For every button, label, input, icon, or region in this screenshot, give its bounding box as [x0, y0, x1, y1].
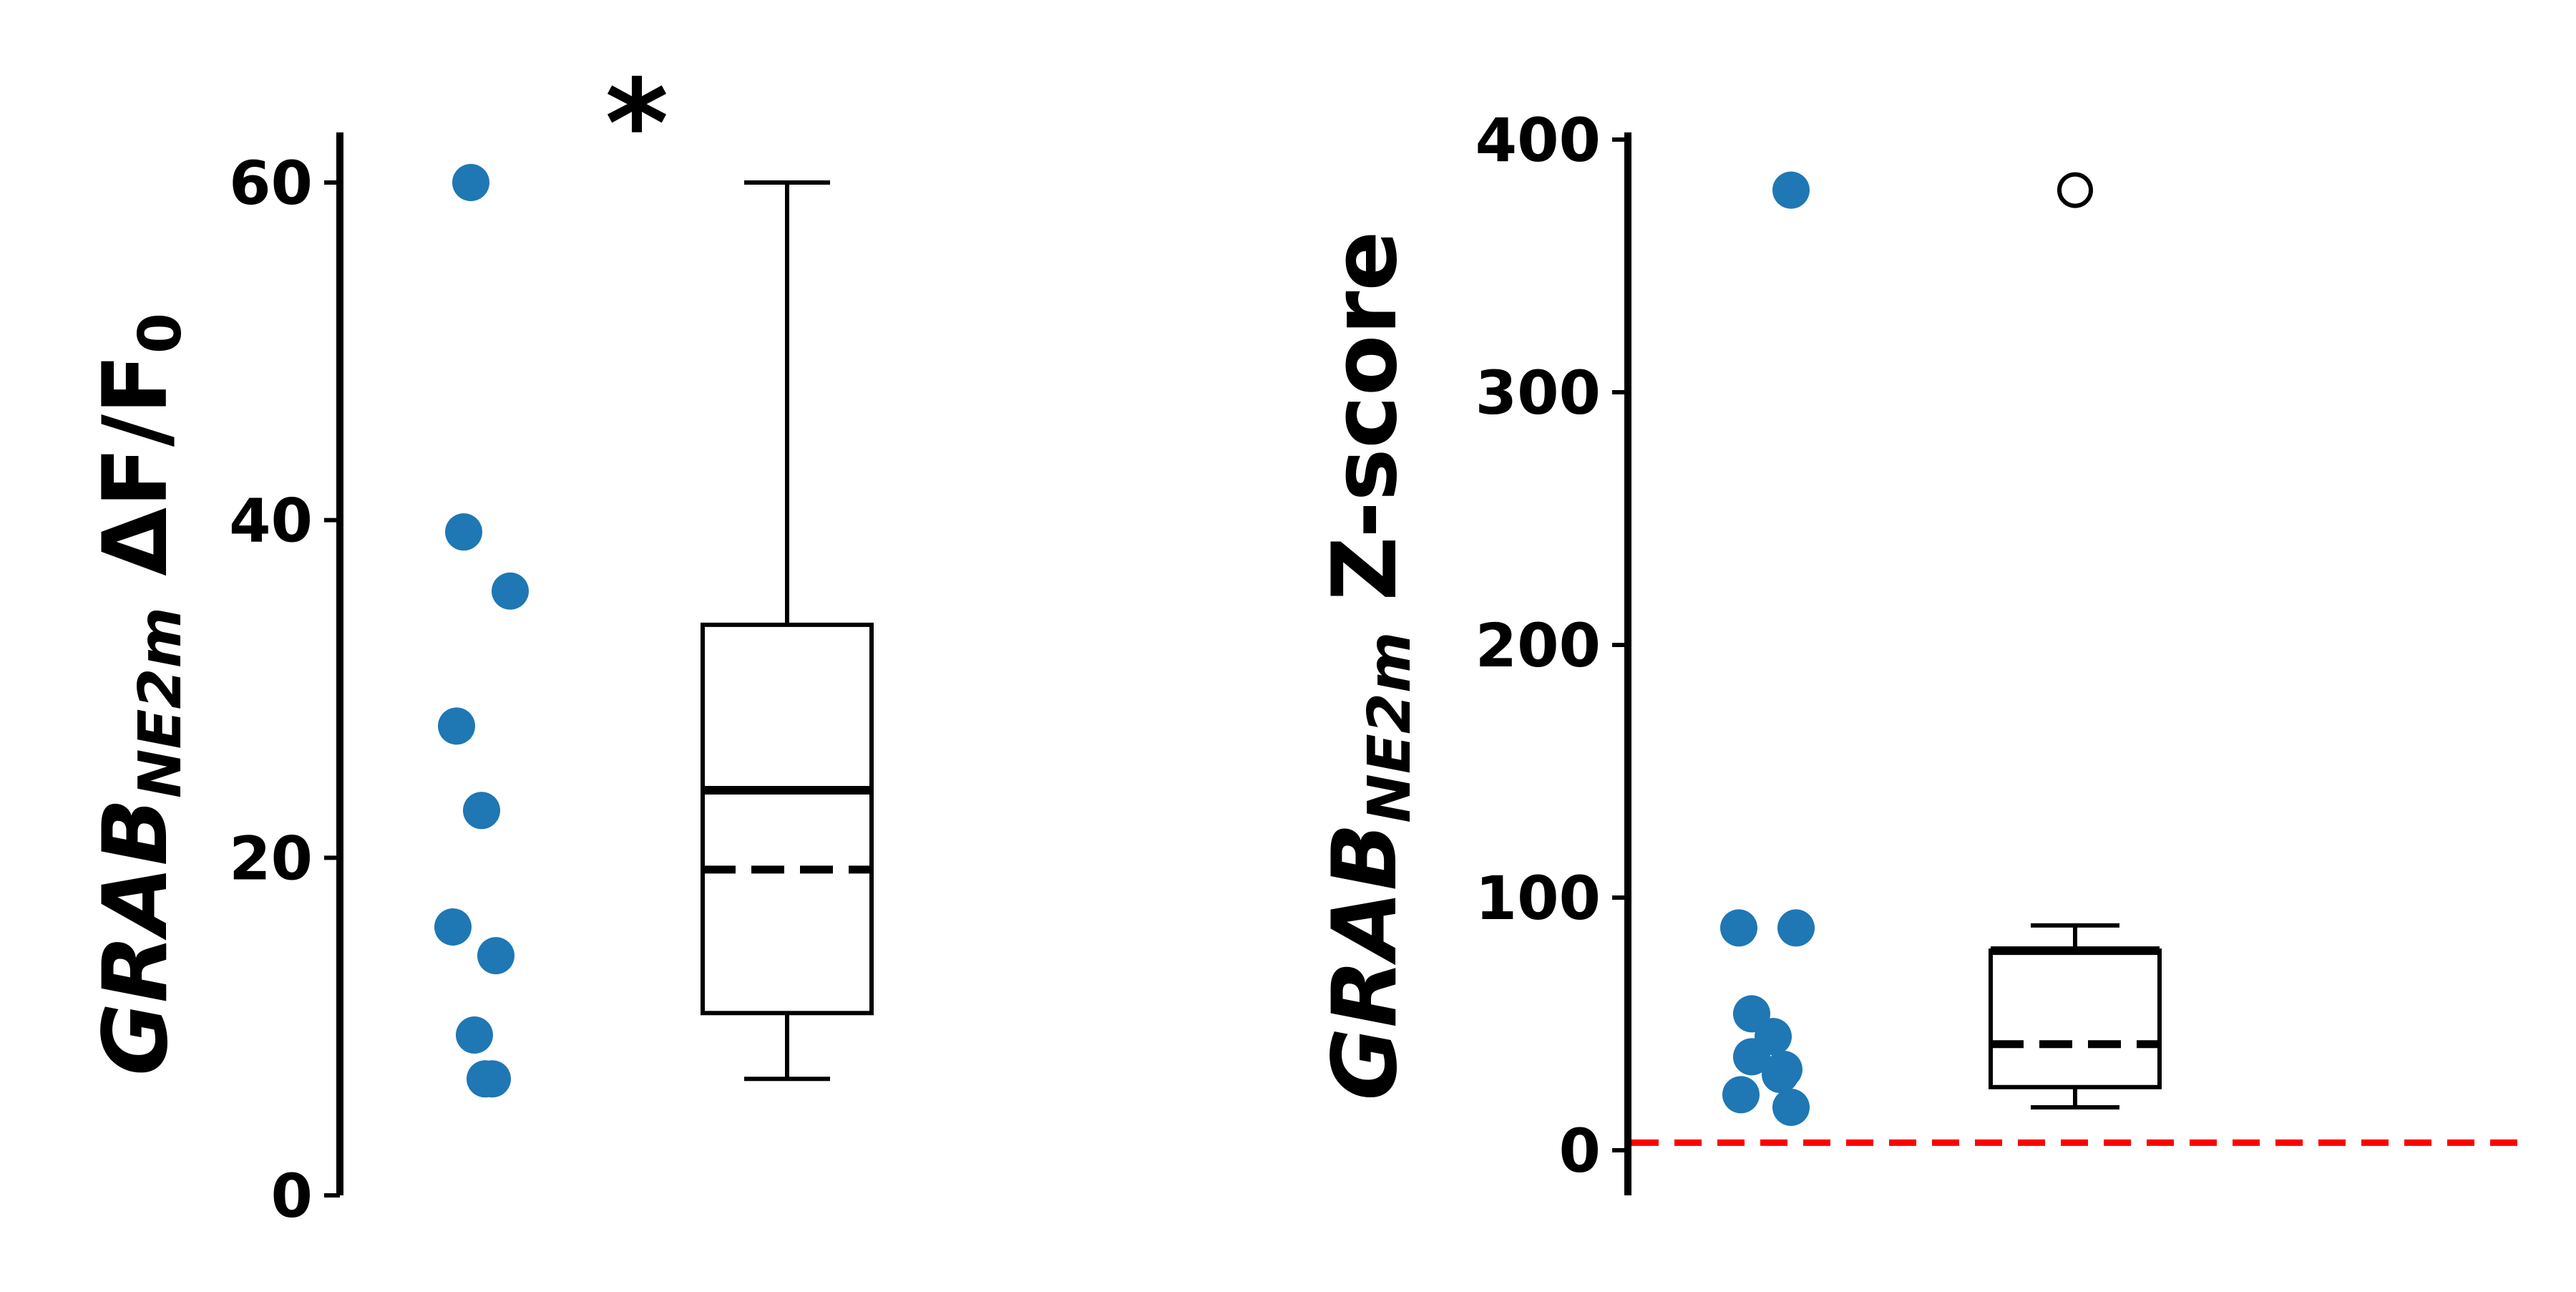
left-data-point [438, 707, 475, 745]
left-y-tick-label: 40 [229, 486, 313, 556]
right-data-point [1722, 1076, 1760, 1114]
right-data-point [1772, 171, 1810, 209]
right-y-label-rest: Z-score [1314, 230, 1417, 631]
left-data-point [452, 164, 489, 201]
left-data-point [463, 792, 500, 830]
right-y-label-main: GRAB [1314, 823, 1417, 1101]
panel-right: GRABNE2m Z-score 0 100 200 300 400 [1314, 105, 2519, 1195]
right-y-tick-label: 100 [1475, 863, 1601, 933]
left-y-label-rest-sub: 0 [127, 313, 195, 354]
left-data-point [456, 1016, 493, 1054]
left-data-point [434, 908, 472, 946]
left-y-tick-label: 60 [229, 148, 313, 218]
left-y-tick-label: 20 [229, 823, 313, 893]
right-box [1989, 948, 2162, 1089]
left-box [701, 622, 874, 1016]
right-y-tick-label: 300 [1475, 358, 1601, 428]
right-y-tick-label: 400 [1475, 105, 1601, 175]
right-y-axis-label: GRABNE2m Z-score [1314, 230, 1424, 1100]
right-y-label-sub: NE2m [1356, 632, 1424, 823]
right-y-tick-label: 200 [1475, 611, 1601, 681]
right-outlier [2057, 172, 2093, 208]
left-data-point [492, 572, 529, 610]
right-data-point [1777, 909, 1815, 947]
right-y-tick-label: 0 [1559, 1116, 1601, 1186]
left-y-axis-label: GRABNE2m ΔF/F0 [84, 313, 195, 1076]
left-y-label-rest: ΔF/F [84, 354, 187, 607]
right-data-point [1762, 1056, 1799, 1094]
right-data-point [1733, 1038, 1770, 1076]
left-y-tick-label: 0 [271, 1161, 313, 1231]
right-data-point [1720, 909, 1757, 947]
right-data-point [1772, 1088, 1810, 1126]
left-data-point [474, 1060, 511, 1098]
left-y-label-sub: NE2m [127, 607, 195, 798]
left-data-point [445, 513, 482, 551]
left-y-label-main: GRAB [84, 798, 187, 1076]
left-data-point [477, 937, 514, 975]
left-significance-star: * [605, 54, 669, 195]
